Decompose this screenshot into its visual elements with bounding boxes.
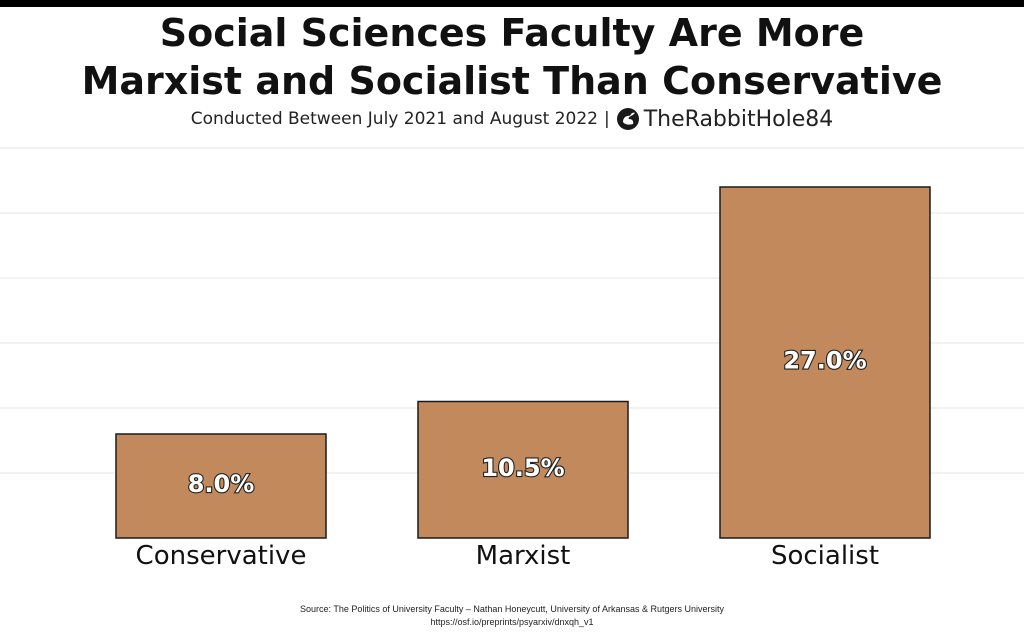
chart-subtitle: Conducted Between July 2021 and August 2…: [190, 109, 598, 129]
chart-title-line-1: Social Sciences Faculty Are More: [159, 11, 865, 55]
category-label: Socialist: [771, 541, 879, 571]
rabbit-logo-icon: [616, 107, 640, 131]
top-band: [0, 0, 1024, 7]
subtitle-row: Conducted Between July 2021 and August 2…: [0, 104, 1024, 134]
category-label: Marxist: [476, 541, 571, 571]
chart-title-line-2: Marxist and Socialist Than Conservative: [81, 59, 943, 103]
brand-name: TheRabbitHole84: [643, 106, 834, 132]
bar-value-label: 10.5%: [481, 454, 564, 482]
bar-value-label: 27.0%: [783, 347, 866, 375]
source-note: Source: The Politics of University Facul…: [299, 604, 724, 614]
bar-value-label: 8.0%: [188, 470, 255, 498]
subtitle-separator: |: [604, 109, 610, 129]
bar-socialist: [719, 186, 931, 539]
category-label: Conservative: [136, 541, 307, 571]
source-url: https://osf.io/preprints/psyarxiv/dnxqh_…: [430, 617, 594, 627]
bar-marxist: [417, 400, 629, 539]
bar-conservative: [115, 433, 327, 539]
